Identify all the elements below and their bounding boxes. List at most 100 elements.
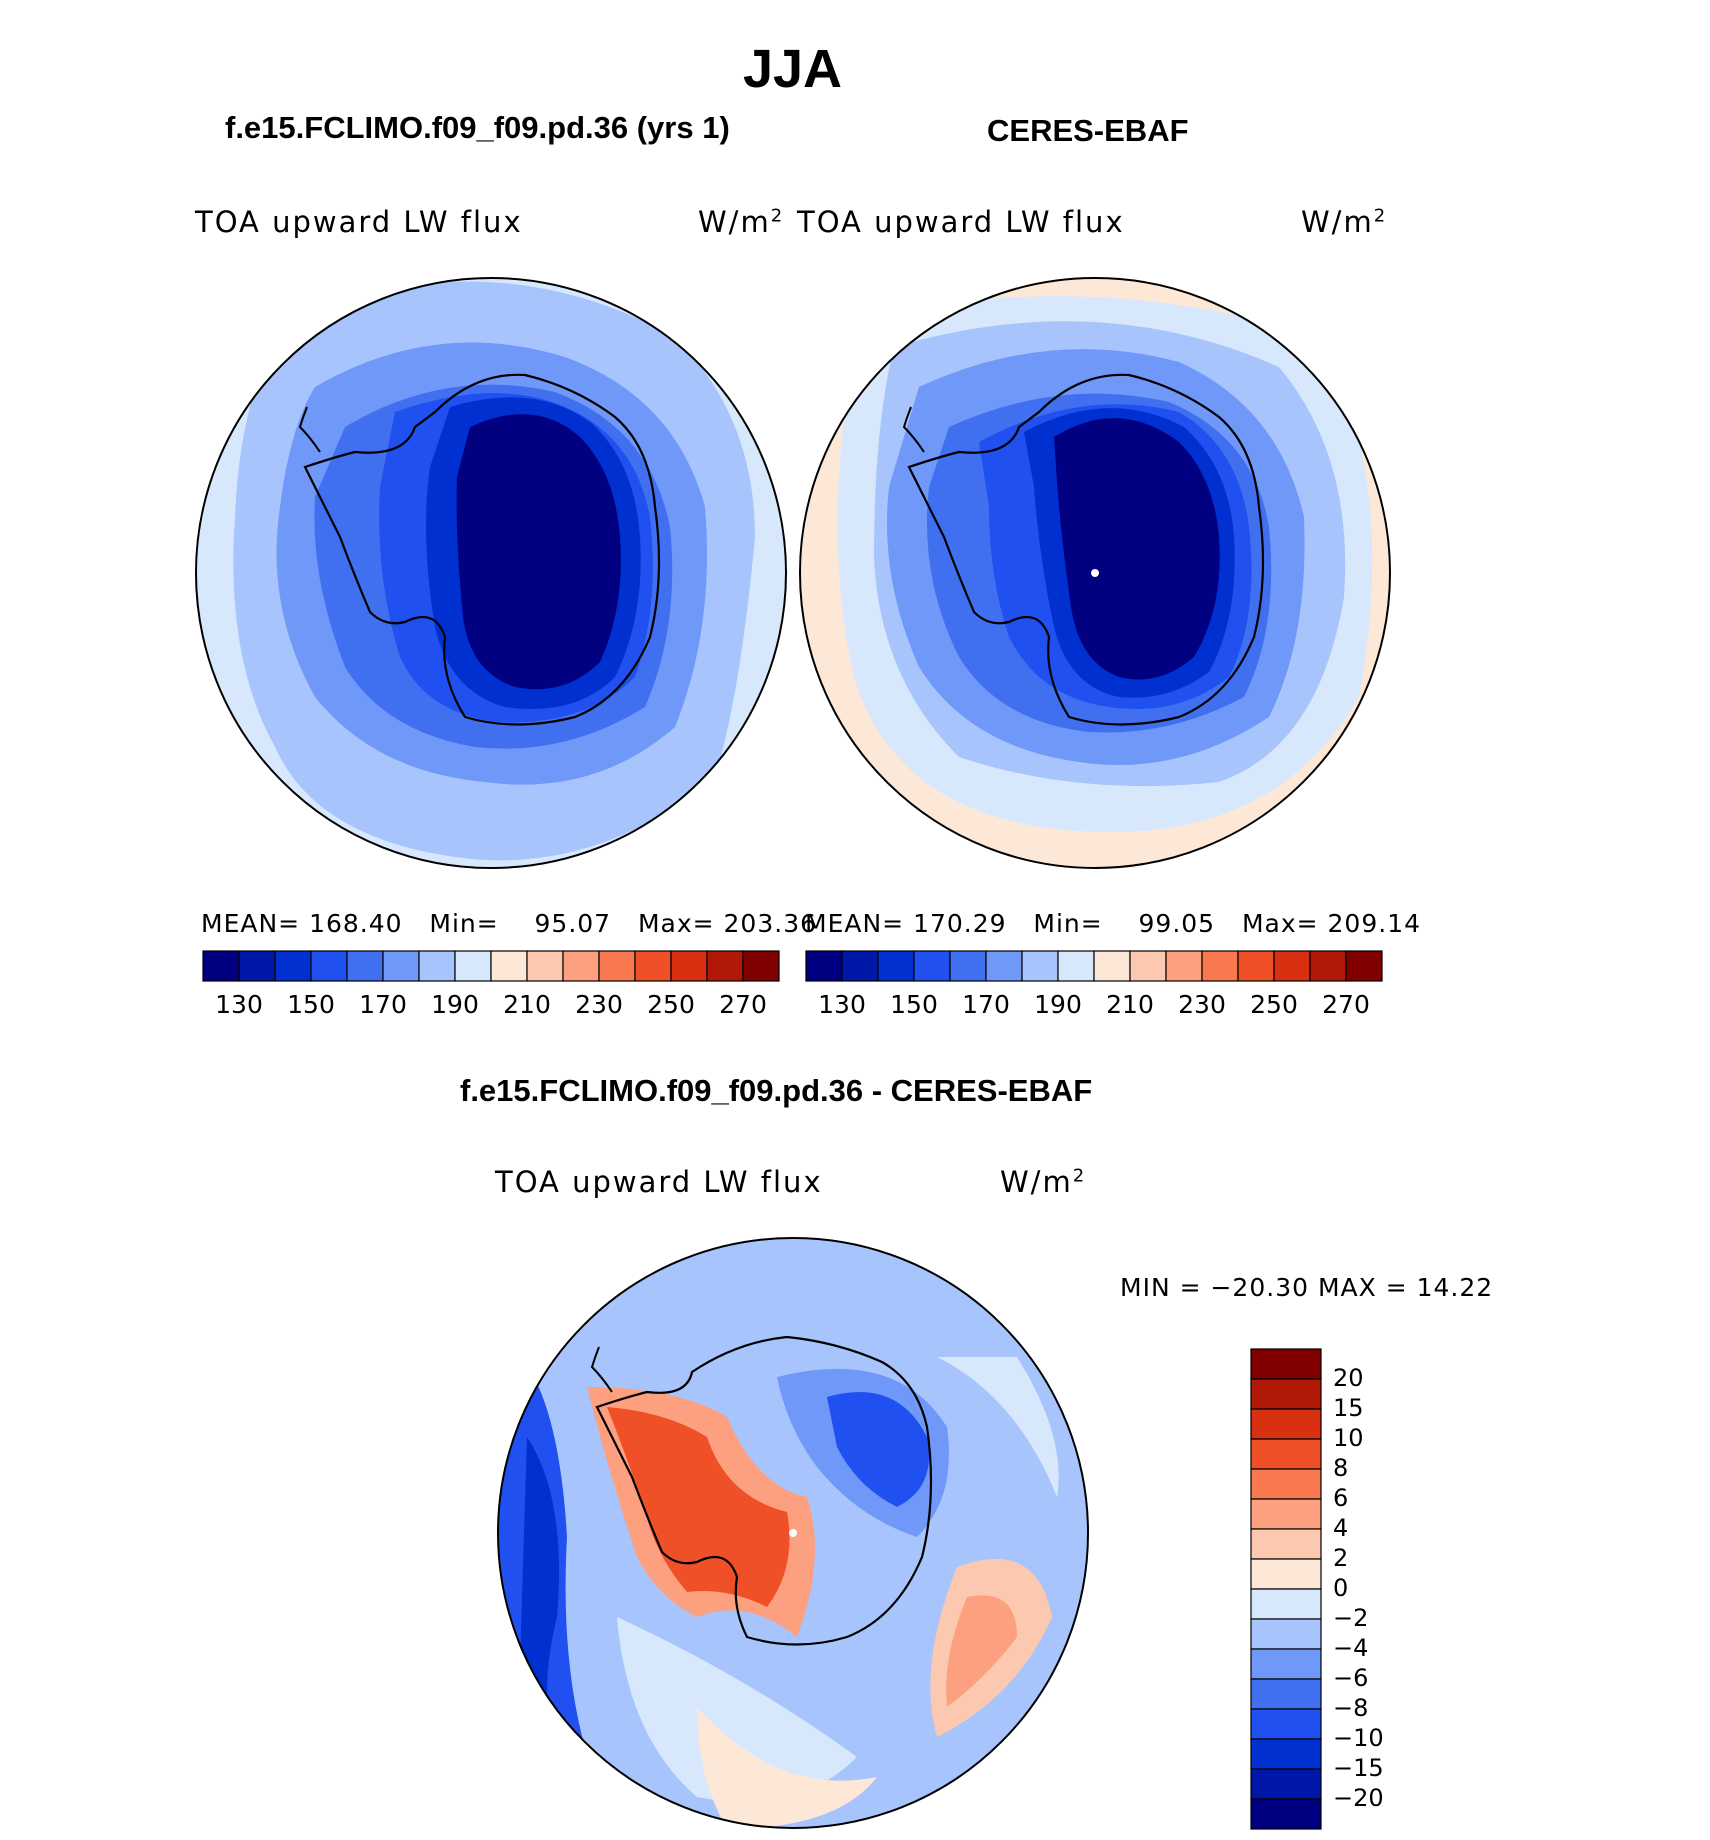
colorbar-swatch xyxy=(346,950,384,982)
colorbar-tick-label: 230 xyxy=(1178,990,1226,1019)
obs-coastline-peninsula xyxy=(902,406,925,453)
colorbar-tick-label: 250 xyxy=(1250,990,1298,1019)
obs-pole-marker xyxy=(1091,569,1099,577)
colorbar-swatch xyxy=(1165,950,1203,982)
colorbar-swatch xyxy=(1093,950,1131,982)
diff-colorbar-ticks: 20 15 10 8 6 4 2 0 −2 −4 −6 −8 −10 −15 −20 xyxy=(1333,1349,1453,1829)
obs-colorbar-ticks: 130 150 170 190 210 230 250 270 xyxy=(806,990,1382,1022)
diff-colorbar-tick-label: 8 xyxy=(1333,1454,1349,1482)
diff-colorbar-tick-label: −4 xyxy=(1333,1634,1369,1662)
season-title: JJA xyxy=(742,39,843,99)
colorbar-swatch xyxy=(1273,950,1311,982)
model-units-label: W/m2 xyxy=(698,205,785,239)
colorbar-tick-label: 270 xyxy=(719,990,767,1019)
diff-field-pos-peninsula-strong xyxy=(607,1407,790,1607)
colorbar-swatch xyxy=(202,950,240,982)
diff-title: f.e15.FCLIMO.f09_f09.pd.36 - CERES-EBAF xyxy=(460,1073,1093,1108)
obs-units-label: W/m2 xyxy=(1301,205,1388,239)
colorbar-swatch xyxy=(742,950,780,982)
model-map-border xyxy=(195,277,787,869)
diff-coastline-peninsula xyxy=(590,1346,613,1393)
obs-colorbar xyxy=(805,950,1383,982)
model-stats: MEAN= 168.40 Min= 95.07 Max= 203.36 xyxy=(201,909,818,938)
colorbar-swatch xyxy=(562,950,600,982)
colorbar-swatch xyxy=(1129,950,1167,982)
diff-colorbar-swatch xyxy=(1250,1768,1322,1800)
colorbar-swatch xyxy=(1237,950,1275,982)
model-polar-map xyxy=(195,277,787,869)
colorbar-tick-label: 230 xyxy=(575,990,623,1019)
model-colorbar xyxy=(202,950,780,982)
colorbar-swatch xyxy=(418,950,456,982)
colorbar-tick-label: 150 xyxy=(890,990,938,1019)
colorbar-tick-label: 250 xyxy=(647,990,695,1019)
diff-colorbar-swatch xyxy=(1250,1468,1322,1500)
diff-colorbar-swatch xyxy=(1250,1798,1322,1830)
diff-colorbar-swatch xyxy=(1250,1588,1322,1620)
diff-colorbar-tick-label: −20 xyxy=(1333,1784,1384,1812)
diff-colorbar xyxy=(1250,1348,1322,1830)
colorbar-swatch xyxy=(310,950,348,982)
colorbar-tick-label: 130 xyxy=(215,990,263,1019)
diff-colorbar-tick-label: 10 xyxy=(1333,1424,1364,1452)
diff-map-border xyxy=(497,1237,1089,1829)
diff-field-pos-east-strong xyxy=(946,1595,1017,1707)
colorbar-swatch xyxy=(490,950,528,982)
diff-colorbar-tick-label: −10 xyxy=(1333,1724,1384,1752)
diff-colorbar-swatch xyxy=(1250,1378,1322,1410)
colorbar-swatch xyxy=(1057,950,1095,982)
diff-field-neg-weak-east xyxy=(937,1357,1059,1497)
diff-colorbar-swatch xyxy=(1250,1438,1322,1470)
model-coastline-peninsula xyxy=(298,406,321,453)
diff-colorbar-tick-label: 20 xyxy=(1333,1364,1364,1392)
diff-coastline-antarctica xyxy=(595,1335,933,1646)
colorbar-swatch xyxy=(382,950,420,982)
colorbar-swatch xyxy=(805,950,843,982)
colorbar-tick-label: 210 xyxy=(503,990,551,1019)
colorbar-swatch xyxy=(670,950,708,982)
model-variable-label: TOA upward LW flux xyxy=(195,205,523,239)
colorbar-swatch xyxy=(706,950,744,982)
colorbar-swatch xyxy=(634,950,672,982)
diff-colorbar-tick-label: 4 xyxy=(1333,1514,1349,1542)
colorbar-swatch xyxy=(1201,950,1239,982)
diff-polar-map xyxy=(497,1237,1089,1829)
diff-units-label: W/m2 xyxy=(1000,1165,1087,1199)
colorbar-swatch xyxy=(1345,950,1383,982)
diff-colorbar-tick-label: 15 xyxy=(1333,1394,1364,1422)
diff-colorbar-tick-label: 2 xyxy=(1333,1544,1349,1572)
colorbar-tick-label: 190 xyxy=(431,990,479,1019)
diff-colorbar-swatch xyxy=(1250,1618,1322,1650)
colorbar-swatch xyxy=(1021,950,1059,982)
diff-colorbar-tick-label: 0 xyxy=(1333,1574,1349,1602)
diff-colorbar-swatch xyxy=(1250,1348,1322,1380)
diff-colorbar-swatch xyxy=(1250,1678,1322,1710)
diff-minmax: MIN = −20.30 MAX = 14.22 xyxy=(1120,1273,1494,1302)
diff-colorbar-swatch xyxy=(1250,1648,1322,1680)
colorbar-swatch xyxy=(949,950,987,982)
diff-colorbar-swatch xyxy=(1250,1408,1322,1440)
colorbar-tick-label: 210 xyxy=(1106,990,1154,1019)
obs-coastline-antarctica xyxy=(907,373,1265,726)
colorbar-swatch xyxy=(1309,950,1347,982)
obs-title: CERES-EBAF xyxy=(987,113,1189,148)
diff-field-pos-weak-south xyxy=(697,1707,877,1828)
diff-colorbar-tick-label: 6 xyxy=(1333,1484,1349,1512)
obs-field-core xyxy=(1054,418,1220,680)
model-colorbar-ticks: 130 150 170 190 210 230 250 270 xyxy=(203,990,779,1022)
colorbar-tick-label: 170 xyxy=(359,990,407,1019)
diff-colorbar-swatch xyxy=(1250,1708,1322,1740)
obs-stats: MEAN= 170.29 Min= 99.05 Max= 209.14 xyxy=(805,909,1422,938)
diff-field-neg-east-antarctica-strong xyxy=(827,1392,929,1507)
obs-map-border xyxy=(799,277,1391,869)
diff-colorbar-tick-label: −2 xyxy=(1333,1604,1369,1632)
colorbar-swatch xyxy=(913,950,951,982)
diff-colorbar-tick-label: −15 xyxy=(1333,1754,1384,1782)
diff-variable-label: TOA upward LW flux xyxy=(495,1165,823,1199)
obs-variable-label: TOA upward LW flux xyxy=(797,205,1125,239)
colorbar-tick-label: 130 xyxy=(818,990,866,1019)
diff-field-neg-weak-south xyxy=(617,1617,857,1802)
model-coastline-antarctica xyxy=(303,373,661,726)
colorbar-swatch xyxy=(841,950,879,982)
colorbar-swatch xyxy=(274,950,312,982)
